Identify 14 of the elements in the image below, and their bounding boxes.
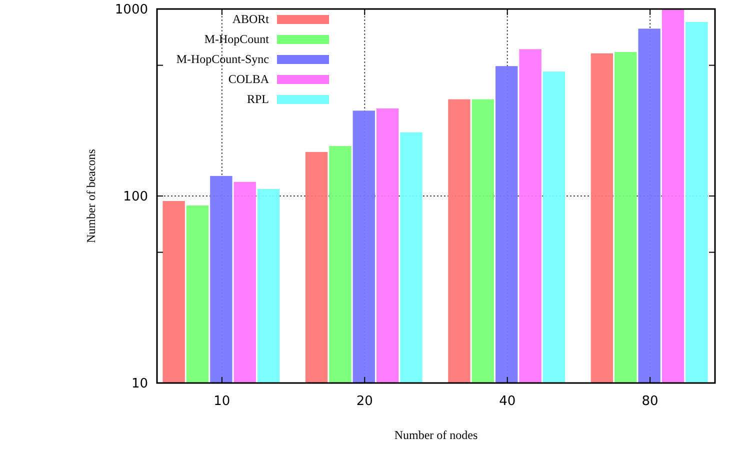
y-axis-title: Number of beacons (84, 148, 98, 243)
x-tick-label: 80 (642, 394, 658, 409)
legend-label: ABORt (232, 12, 270, 26)
legend-label: RPL (246, 92, 269, 106)
legend-label: M-HopCount-Sync (176, 52, 269, 66)
x-tick-label: 40 (499, 394, 516, 409)
x-tick-label: 20 (356, 394, 373, 409)
x-axis-title: Number of nodes (394, 428, 478, 442)
legend-label: COLBA (228, 72, 270, 86)
x-tick-label: 10 (214, 394, 230, 409)
y-tick-label: 10 (131, 376, 148, 392)
legend-label: M-HopCount (204, 32, 270, 46)
y-tick-label: 1000 (114, 2, 148, 18)
y-tick-label: 100 (123, 190, 148, 205)
